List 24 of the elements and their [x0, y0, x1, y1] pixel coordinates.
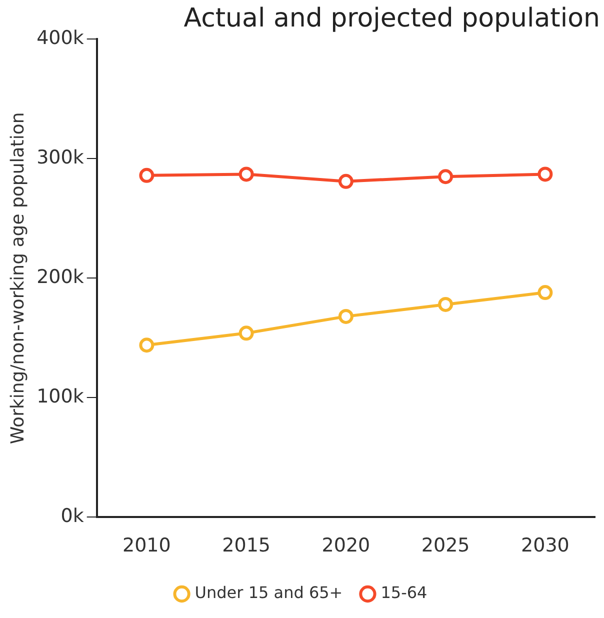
point — [538, 166, 553, 182]
y-tick-label: 300k — [36, 146, 84, 169]
point — [238, 326, 254, 341]
point — [438, 296, 454, 312]
point — [238, 166, 254, 182]
y-tick-label: 400k — [36, 27, 84, 50]
y-tick-label: 0k — [60, 505, 84, 528]
chart-title: Actual and projected population — [184, 3, 600, 34]
point — [139, 338, 154, 353]
legend-label: Under 15 and 65+ — [194, 583, 343, 602]
point — [139, 168, 154, 183]
point — [338, 308, 354, 324]
y-axis-title: Working/non-working age population — [7, 112, 28, 444]
point — [338, 174, 354, 189]
x-tick-label: 2030 — [521, 534, 570, 557]
x-tick-label: 2010 — [122, 534, 171, 557]
x-tick-label: 2025 — [421, 534, 470, 557]
point — [438, 169, 454, 184]
x-tick-label: 2015 — [222, 534, 270, 557]
x-tick-label: 2020 — [322, 534, 370, 557]
point — [538, 285, 553, 300]
y-tick-label: 100k — [36, 386, 84, 408]
legend-label: 15-64 — [380, 583, 428, 602]
y-tick-label: 200k — [36, 266, 84, 288]
